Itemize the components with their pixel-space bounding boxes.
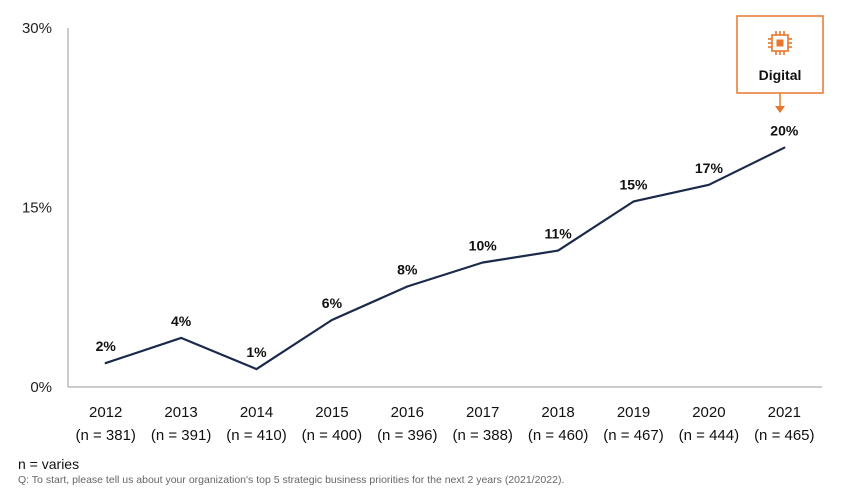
data-label: 10% <box>469 238 498 254</box>
x-tick-sample-size: (n = 460) <box>528 427 588 444</box>
x-tick-label: 2020 <box>692 404 725 421</box>
survey-question: Q: To start, please tell us about your o… <box>18 474 565 486</box>
y-tick-label: 0% <box>30 379 52 396</box>
axes <box>67 28 822 388</box>
x-tick-sample-size: (n = 381) <box>75 427 135 444</box>
x-tick-label: 2013 <box>164 404 197 421</box>
x-tick-label: 2016 <box>391 404 424 421</box>
data-label: 15% <box>619 177 648 193</box>
x-tick-sample-size: (n = 465) <box>754 427 814 444</box>
x-tick-labels: 2012 (n = 381) 2013 (n = 391) 2014 (n = 410) 2… <box>75 404 814 444</box>
series-line <box>104 146 786 371</box>
callout-arrow-head <box>775 106 785 113</box>
x-tick-sample-size: (n = 391) <box>151 427 211 444</box>
line-chart: 0% 15% 30% 2012 (n = 381) 2013 (n = 391) 2014 (… <box>22 15 824 444</box>
data-label: 17% <box>695 160 724 176</box>
x-tick-label: 2015 <box>315 404 348 421</box>
x-tick-label: 2014 <box>240 404 273 421</box>
data-labels: 2% 4% 1% 6% 8% 10% 11% 15% 17% 20% <box>96 123 799 360</box>
x-tick-sample-size: (n = 388) <box>452 427 512 444</box>
callout-label: Digital <box>759 67 802 83</box>
data-label: 2% <box>96 338 117 354</box>
data-label: 4% <box>171 313 192 329</box>
x-tick-sample-size: (n = 467) <box>603 427 663 444</box>
x-tick-label: 2018 <box>541 404 574 421</box>
x-tick-label: 2019 <box>617 404 650 421</box>
x-tick-sample-size: (n = 410) <box>226 427 286 444</box>
x-tick-sample-size: (n = 400) <box>302 427 362 444</box>
y-tick-label: 30% <box>22 20 52 37</box>
x-tick-label: 2021 <box>768 404 801 421</box>
data-label: 20% <box>770 123 799 139</box>
data-label: 6% <box>322 295 343 311</box>
x-tick-label: 2012 <box>89 404 122 421</box>
digital-callout: Digital <box>736 15 824 113</box>
data-label: 1% <box>246 344 267 360</box>
y-tick-label: 15% <box>22 200 52 217</box>
x-tick-sample-size: (n = 444) <box>679 427 739 444</box>
data-label: 8% <box>397 261 418 277</box>
x-tick-sample-size: (n = 396) <box>377 427 437 444</box>
chip-icon <box>768 31 792 55</box>
y-tick-labels: 0% 15% 30% <box>22 20 52 396</box>
sample-size-note: n = varies <box>18 456 80 472</box>
data-label: 11% <box>544 226 572 242</box>
series-group <box>104 146 786 371</box>
x-tick-label: 2017 <box>466 404 499 421</box>
